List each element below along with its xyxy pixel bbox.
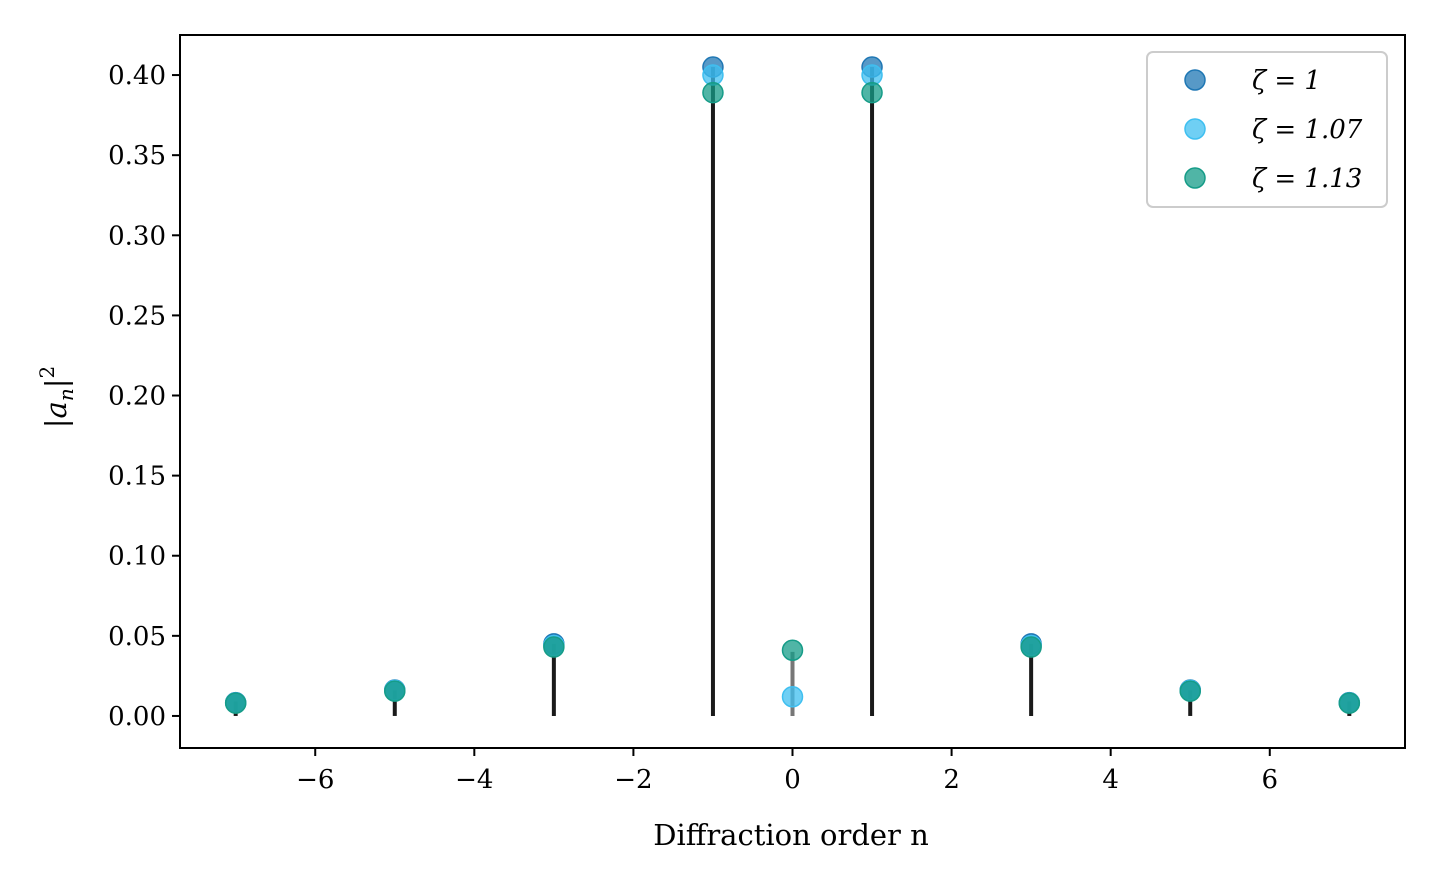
y-axis: 0.00 0.05 0.10 0.15 0.20 0.25 0.30 0.35 0.40: [108, 61, 180, 732]
legend-label-0: ζ = 1: [1252, 66, 1321, 96]
y-axis-label: |an|2: [35, 366, 78, 428]
y-axis-label-sup: 2: [35, 366, 59, 379]
point-s2-5: [861, 81, 883, 104]
y-axis-label-bar-right: |: [39, 378, 73, 388]
legend-marker-1: [1184, 118, 1206, 140]
y-tick-label-7: 0.35: [108, 141, 166, 171]
legend-box: [1146, 51, 1388, 208]
y-axis-label-sub: n: [54, 388, 78, 401]
y-tick-label-6: 0.30: [108, 221, 166, 251]
x-tick-label-4: 2: [943, 765, 960, 795]
x-axis-label: Diffraction order n: [653, 818, 929, 852]
x-tick-label-1: −4: [455, 765, 493, 795]
y-tick-label-2: 0.10: [108, 542, 166, 572]
y-tick-label-1: 0.05: [108, 622, 166, 652]
x-tick-label-5: 4: [1102, 765, 1119, 795]
points-layer: [224, 56, 1361, 714]
point-s1-4: [781, 685, 804, 708]
point-s2-2: [543, 636, 565, 658]
y-tick-label-8: 0.40: [108, 61, 166, 91]
point-s2-0: [224, 692, 247, 714]
x-tick-label-3: 0: [784, 765, 801, 795]
x-tick-label-0: −6: [296, 765, 334, 795]
point-s2-8: [1338, 692, 1361, 714]
y-axis-label-var: a: [39, 401, 73, 418]
y-tick-label-3: 0.15: [108, 462, 166, 492]
point-s2-4: [781, 639, 804, 662]
y-tick-label-0: 0.00: [108, 702, 166, 732]
y-tick-label-5: 0.25: [108, 301, 166, 331]
point-s2-6: [1020, 636, 1042, 658]
x-tick-label-6: 6: [1261, 765, 1278, 795]
x-axis: −6 −4 −2 0 2 4 6: [296, 748, 1278, 795]
legend-marker-2: [1184, 167, 1206, 189]
legend: ζ = 1 ζ = 1.07 ζ = 1.13: [1146, 51, 1388, 208]
point-s2-1: [384, 680, 406, 702]
legend-marker-0: [1184, 69, 1206, 91]
y-tick-label-4: 0.20: [108, 382, 166, 412]
y-axis-label-bar-left: |: [39, 418, 73, 428]
point-s2-7: [1179, 680, 1201, 702]
legend-label-2: ζ = 1.13: [1252, 164, 1362, 194]
x-tick-label-2: −2: [614, 765, 652, 795]
point-s2-3: [702, 81, 724, 104]
legend-label-1: ζ = 1.07: [1252, 115, 1363, 145]
